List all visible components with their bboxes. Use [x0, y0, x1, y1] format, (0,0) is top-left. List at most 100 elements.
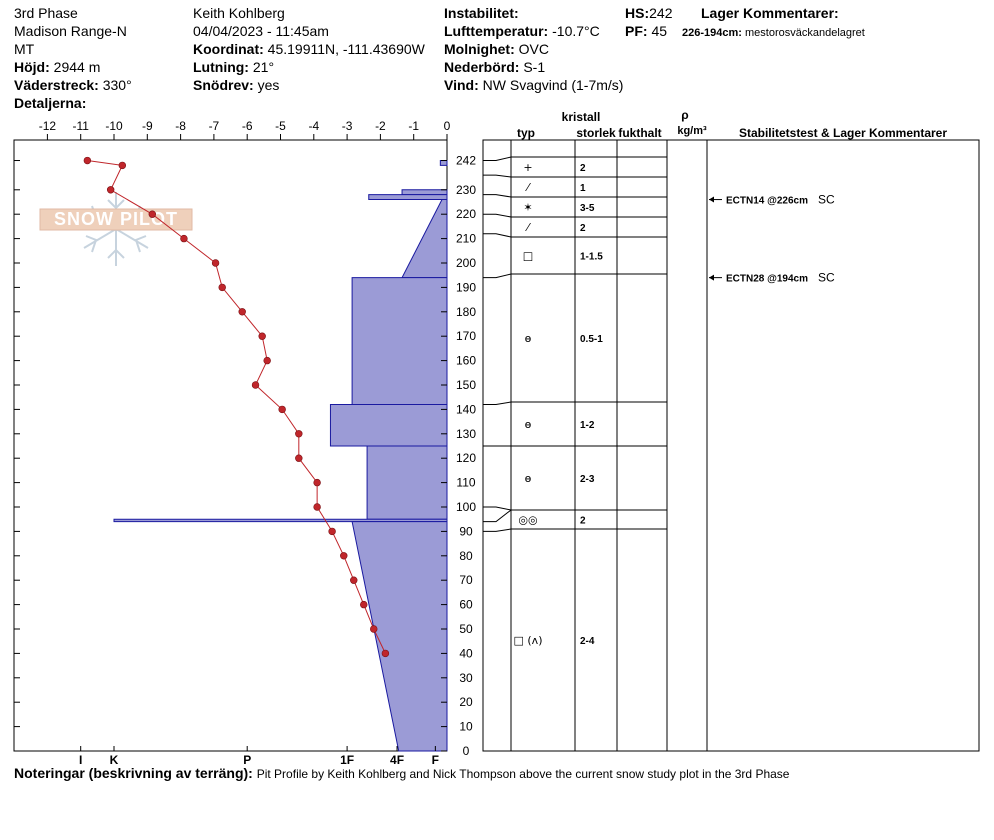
col-header-size: storlek — [576, 126, 616, 140]
col-header-density-unit: kg/m³ — [677, 125, 707, 137]
temperature-point — [180, 234, 188, 243]
grain-size-value: 2-3 — [580, 474, 595, 485]
temperature-point — [313, 478, 321, 487]
layer-connectors — [483, 156, 512, 532]
layer-connector — [483, 233, 512, 238]
slope-label: Lutning: — [193, 59, 249, 75]
notes-text: Pit Profile by Keith Kohlberg and Nick T… — [256, 767, 790, 781]
temperature-point — [295, 430, 303, 438]
temperature-tick-label: -8 — [175, 119, 186, 133]
grain-size-value: 2-4 — [580, 636, 595, 647]
height-tick-label: 160 — [456, 354, 476, 368]
layer-connector — [483, 156, 512, 162]
temperature-tick-label: -3 — [342, 119, 353, 133]
hardness-block — [329, 404, 448, 447]
height-tick-label: 80 — [459, 549, 473, 563]
height-tick-label: 190 — [456, 280, 476, 294]
temperature-line — [87, 160, 386, 654]
height-tick-label: 210 — [456, 232, 476, 246]
logo-text: SNOW PILOT — [54, 209, 178, 229]
observer-name: Keith Kohlberg — [193, 5, 285, 21]
test-result: SC — [818, 193, 835, 207]
temperature-tick-label: -6 — [242, 119, 253, 133]
sky-row: Molnighet: OVC — [444, 40, 549, 58]
location-name: 3rd Phase — [14, 5, 78, 21]
temperature-tick-label: 0 — [444, 119, 451, 133]
temperature-point — [381, 649, 390, 658]
hardness-block — [366, 445, 448, 520]
grain-type-icon: □ (ʌ) — [514, 634, 543, 647]
layer-connector — [483, 509, 512, 523]
layer-comment-text: mestorosväckandelagret — [745, 27, 865, 39]
col-header-type: typ — [517, 126, 535, 140]
hardness-tick-label: I — [79, 753, 82, 767]
observation-datetime: 04/04/2023 - 11:45am — [193, 23, 329, 39]
hardness-block — [439, 160, 448, 166]
temperature-axis: -12 -11 -10 -9 -8 -7 -6 -5 -4 -3 -2 -1 0 — [14, 119, 451, 141]
height-tick-label: 70 — [459, 573, 473, 587]
layer-comment-row: 226-194cm: mestorosväckandelagret — [682, 24, 865, 42]
grain-type-icon: ⁄ — [524, 221, 531, 234]
temperature-point — [360, 600, 368, 609]
height-tick-label: 200 — [456, 256, 476, 270]
precip-row: Nederbörd: S-1 — [444, 58, 545, 76]
temperature-point — [218, 283, 226, 292]
temperature-point — [278, 405, 286, 414]
grain-type-icon: ө — [525, 472, 532, 485]
sky-label: Molnighet: — [444, 41, 515, 57]
temperature-tick-label: -5 — [275, 119, 286, 133]
height-tick-label: 180 — [456, 305, 476, 319]
hs-row: HS:242 — [625, 4, 672, 22]
slope-row: Lutning: 21° — [193, 58, 274, 76]
layer-comments-title: Lager Kommentarer: — [701, 5, 839, 21]
hardness-tick-label: 4F — [390, 753, 404, 767]
grain-size-value: 2 — [580, 163, 586, 174]
mountain-range: Madison Range-N — [14, 23, 127, 39]
precip-value: S-1 — [523, 59, 546, 75]
wind-label: Vind: — [444, 77, 479, 93]
temperature-tick-label: -4 — [308, 119, 319, 133]
hardness-block — [401, 189, 448, 196]
aspect-label: Väderstreck: — [14, 77, 99, 93]
grain-type-icon: ө — [525, 418, 532, 431]
temperature-point — [295, 454, 303, 462]
hardness-tick-label: P — [243, 753, 251, 767]
pf-label: PF: — [625, 23, 648, 39]
temperature-point — [211, 259, 220, 267]
height-tick-label: 60 — [459, 598, 473, 612]
col-header-rho: ρ — [681, 108, 688, 122]
details-row: Detaljerna: — [14, 94, 86, 112]
coordinates-label: Koordinat: — [193, 41, 264, 57]
grain-type-icon: ө — [525, 332, 532, 345]
elevation-value: 2944 m — [53, 59, 101, 75]
coordinates-value: 45.19911N, -111.43690W — [267, 41, 425, 57]
wind-row: Vind: NW Svagvind (1-7m/s) — [444, 76, 623, 94]
hardness-block — [351, 521, 448, 752]
air-temp-row: Lufttemperatur: -10.7°C — [444, 22, 600, 40]
test-arrow-icon — [709, 274, 714, 281]
grain-type-icon: + — [523, 161, 532, 174]
temperature-point — [251, 381, 260, 389]
temperature-point — [328, 527, 336, 536]
hardness-tick-label: F — [432, 753, 439, 767]
hardness-block — [113, 518, 448, 523]
hardness-tick-label: K — [110, 753, 119, 767]
air-temp-value: -10.7°C — [552, 23, 600, 39]
col-header-moisture: fukthalt — [618, 126, 661, 140]
instability-row: Instabilitet: — [444, 4, 519, 22]
test-label: ECTN14 @226cm — [726, 196, 808, 207]
pf-value: 45 — [651, 23, 668, 39]
grain-type-icon: ⁄ — [524, 181, 531, 194]
hardness-block — [351, 277, 448, 406]
temperature-tick-label: -9 — [142, 119, 153, 133]
temperature-point — [350, 576, 358, 584]
height-tick-label: 30 — [459, 671, 473, 685]
elevation-row: Höjd: 2944 m — [14, 58, 100, 76]
state: MT — [14, 41, 35, 57]
elevation-label: Höjd: — [14, 59, 50, 75]
temperature-point — [238, 308, 246, 316]
height-tick-label: 10 — [459, 720, 473, 734]
hardness-block — [401, 199, 448, 279]
temperature-tick-label: -12 — [39, 119, 57, 133]
temperature-point — [106, 186, 115, 194]
